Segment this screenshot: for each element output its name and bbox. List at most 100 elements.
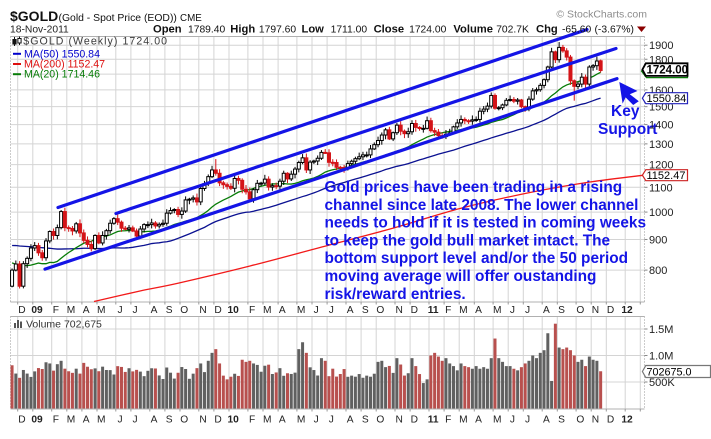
svg-text:1000: 1000 (649, 207, 673, 219)
svg-text:(Gold - Spot Price (EOD)): (Gold - Spot Price (EOD)) (59, 13, 177, 24)
svg-text:Support: Support (598, 121, 657, 138)
svg-text:800: 800 (649, 265, 667, 277)
svg-text:M: M (263, 305, 272, 316)
svg-text:MA(20) 1714.46: MA(20) 1714.46 (24, 69, 100, 81)
svg-text:CME: CME (180, 13, 202, 24)
svg-text:Volume 702,675: Volume 702,675 (26, 319, 102, 331)
svg-text:J: J (329, 415, 334, 426)
svg-text:A: A (279, 415, 286, 426)
svg-text:channel since late 2008. The l: channel since late 2008. The lower chann… (325, 197, 639, 214)
svg-text:F: F (53, 305, 59, 316)
svg-text:D: D (411, 415, 418, 426)
svg-text:A: A (279, 305, 286, 316)
svg-text:M: M (67, 305, 76, 316)
svg-text:1.0M: 1.0M (649, 351, 673, 363)
svg-text:(-3.67%): (-3.67%) (595, 25, 634, 36)
svg-text:MA(200) 1152.47: MA(200) 1152.47 (24, 59, 105, 71)
svg-text:J: J (117, 415, 122, 426)
svg-text:Close: Close (374, 24, 404, 36)
svg-text:© StockCharts.com: © StockCharts.com (556, 9, 647, 21)
svg-text:O: O (576, 305, 584, 316)
svg-text:1400: 1400 (649, 120, 673, 132)
svg-text:F: F (445, 305, 451, 316)
svg-text:A: A (347, 305, 354, 316)
svg-text:O: O (376, 415, 384, 426)
svg-text:Volume: Volume (453, 24, 493, 36)
svg-text:10: 10 (228, 305, 240, 316)
svg-text:M: M (97, 305, 106, 316)
svg-text:S: S (362, 305, 369, 316)
svg-text:J: J (314, 415, 319, 426)
svg-text:J: J (133, 305, 138, 316)
svg-text:risk/reward entries.: risk/reward entries. (325, 286, 466, 303)
svg-text:N: N (592, 305, 599, 316)
svg-text:1550.84: 1550.84 (647, 93, 687, 105)
svg-text:12: 12 (621, 305, 633, 316)
svg-text:J: J (525, 305, 530, 316)
svg-text:J: J (133, 415, 138, 426)
svg-text:N: N (396, 415, 403, 426)
svg-text:A: A (543, 415, 550, 426)
svg-text:M: M (459, 305, 468, 316)
svg-text:1300: 1300 (649, 139, 673, 151)
svg-text:A: A (475, 415, 482, 426)
svg-text:M: M (459, 415, 468, 426)
svg-text:1724.00: 1724.00 (409, 25, 446, 36)
svg-text:J: J (510, 305, 515, 316)
svg-text:A: A (347, 415, 354, 426)
svg-text:A: A (151, 415, 158, 426)
svg-text:S: S (166, 305, 173, 316)
svg-text:500K: 500K (649, 377, 675, 389)
svg-text:$GOLD: $GOLD (10, 8, 58, 24)
svg-text:O: O (180, 415, 188, 426)
svg-text:S: S (166, 415, 173, 426)
svg-text:D: D (214, 305, 221, 316)
svg-text:-65.60: -65.60 (562, 25, 591, 36)
svg-text:moving average will offer oust: moving average will offer oustanding (325, 268, 597, 285)
svg-text:O: O (180, 305, 188, 316)
svg-text:A: A (475, 305, 482, 316)
svg-text:18-Nov-2011: 18-Nov-2011 (10, 25, 69, 36)
svg-text:O: O (376, 305, 384, 316)
svg-text:bottom support level and/or th: bottom support level and/or the 50 perio… (325, 250, 629, 267)
svg-text:D: D (607, 305, 614, 316)
svg-text:N: N (592, 415, 599, 426)
svg-text:1789.40: 1789.40 (188, 25, 225, 36)
svg-text:N: N (199, 305, 206, 316)
svg-text:1152.47: 1152.47 (647, 170, 686, 182)
svg-text:M: M (297, 305, 306, 316)
svg-text:702675.0: 702675.0 (647, 366, 692, 378)
svg-text:J: J (314, 305, 319, 316)
svg-text:M: M (97, 415, 106, 426)
svg-text:09: 09 (31, 305, 43, 316)
svg-text:1500: 1500 (649, 102, 673, 114)
svg-text:10: 10 (228, 415, 240, 426)
svg-text:1724.00: 1724.00 (647, 65, 689, 77)
svg-text:S: S (558, 415, 565, 426)
svg-text:702.7K: 702.7K (496, 25, 529, 36)
svg-text:1100: 1100 (649, 182, 673, 194)
svg-text:M: M (263, 415, 272, 426)
svg-text:D: D (18, 305, 25, 316)
svg-text:D: D (214, 415, 221, 426)
svg-text:A: A (83, 415, 90, 426)
svg-text:to keep the gold bull market i: to keep the gold bull market intact. The (325, 232, 611, 249)
svg-text:F: F (249, 415, 255, 426)
svg-text:D: D (18, 415, 25, 426)
svg-text:N: N (396, 305, 403, 316)
svg-text:O: O (576, 415, 584, 426)
svg-text:Low: Low (302, 24, 325, 36)
svg-text:F: F (53, 415, 59, 426)
svg-text:J: J (329, 305, 334, 316)
svg-text:Open: Open (153, 24, 182, 36)
svg-text:1.5M: 1.5M (649, 324, 673, 336)
svg-text:D: D (607, 415, 614, 426)
svg-text:M: M (493, 305, 502, 316)
svg-text:11: 11 (428, 305, 439, 316)
svg-text:S: S (362, 415, 369, 426)
svg-text:A: A (151, 305, 158, 316)
svg-text:F: F (249, 305, 255, 316)
svg-text:J: J (525, 415, 530, 426)
svg-text:1797.60: 1797.60 (259, 25, 296, 36)
svg-text:09: 09 (31, 415, 43, 426)
